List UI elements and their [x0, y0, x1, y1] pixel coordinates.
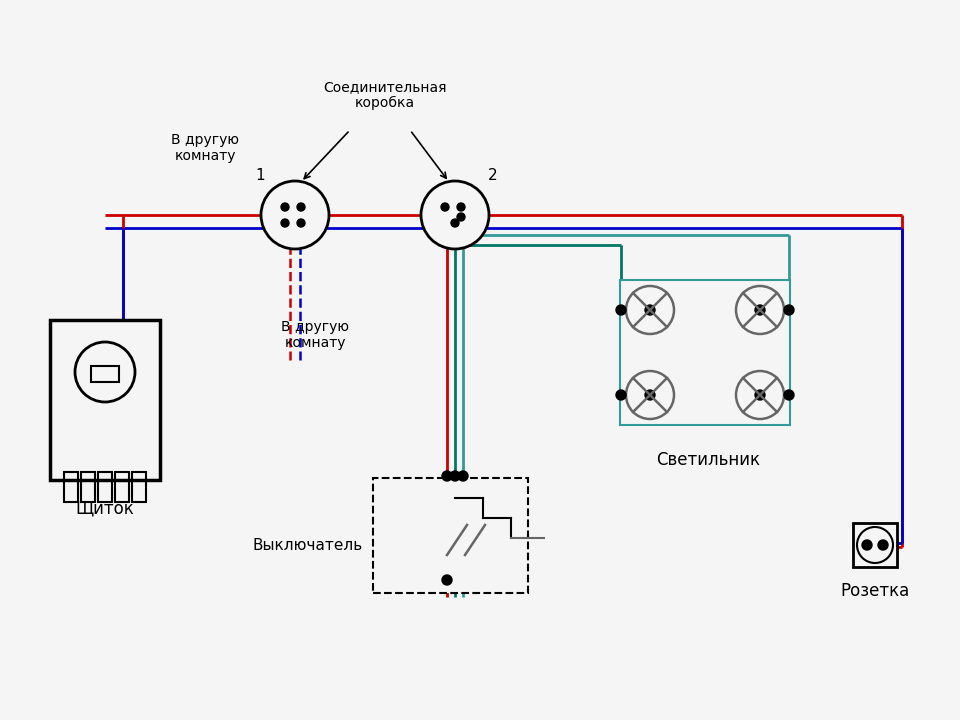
Text: 2: 2: [489, 168, 498, 182]
Text: Светильник: Светильник: [656, 451, 760, 469]
Circle shape: [297, 219, 305, 227]
Circle shape: [457, 203, 465, 211]
Circle shape: [878, 540, 888, 550]
Text: Соединительная
коробка: Соединительная коробка: [324, 80, 446, 110]
Circle shape: [442, 575, 452, 585]
Bar: [853, 523, 897, 567]
Circle shape: [451, 219, 459, 227]
Circle shape: [442, 471, 452, 481]
Text: Розетка: Розетка: [840, 582, 910, 600]
Text: В другую
комнату: В другую комнату: [171, 133, 239, 163]
Bar: [620, 280, 790, 425]
Text: 1: 1: [255, 168, 265, 182]
Bar: [132, 472, 146, 502]
Circle shape: [784, 390, 794, 400]
Bar: [115, 472, 129, 502]
Circle shape: [755, 390, 765, 400]
Circle shape: [458, 471, 468, 481]
Text: Щиток: Щиток: [76, 499, 134, 517]
Circle shape: [281, 219, 289, 227]
Bar: [91, 366, 119, 382]
Circle shape: [645, 390, 655, 400]
Circle shape: [281, 203, 289, 211]
Circle shape: [457, 213, 465, 221]
Circle shape: [857, 527, 893, 563]
Circle shape: [297, 203, 305, 211]
Circle shape: [862, 540, 872, 550]
Circle shape: [645, 305, 655, 315]
Bar: [373, 478, 528, 593]
Text: В другую
комнату: В другую комнату: [281, 320, 349, 350]
Circle shape: [441, 203, 449, 211]
Circle shape: [755, 305, 765, 315]
Circle shape: [421, 181, 489, 249]
Circle shape: [75, 342, 135, 402]
Circle shape: [261, 181, 329, 249]
Bar: [81, 472, 95, 502]
Bar: [98, 472, 112, 502]
Bar: [50, 320, 160, 480]
Text: Выключатель: Выключатель: [252, 538, 363, 552]
Circle shape: [616, 305, 626, 315]
Bar: [64, 472, 78, 502]
Circle shape: [616, 390, 626, 400]
Circle shape: [784, 305, 794, 315]
Circle shape: [450, 471, 460, 481]
